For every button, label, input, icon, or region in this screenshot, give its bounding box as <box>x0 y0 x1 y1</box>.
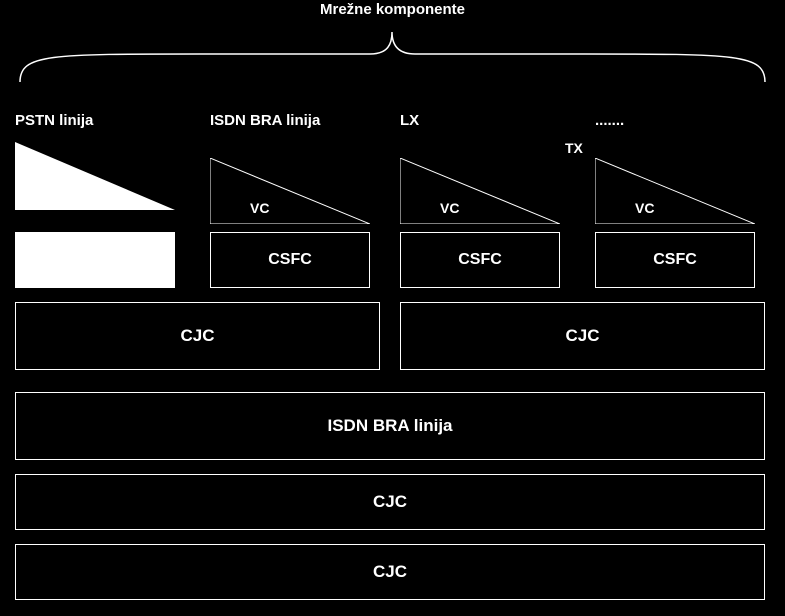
csfc-box-3: CSFC <box>400 232 560 288</box>
pstn-rect <box>15 232 175 288</box>
col1-label: PSTN linija <box>15 112 93 129</box>
cjc-box-1b: CJC <box>400 302 765 370</box>
csfc-label-2: CSFC <box>268 251 312 269</box>
isdn-bra-label: ISDN BRA linija <box>328 416 453 436</box>
cjc-box-1a: CJC <box>15 302 380 370</box>
csfc-box-4: CSFC <box>595 232 755 288</box>
cjc-label-3: CJC <box>373 562 407 582</box>
diagram-title: Mrežne komponente <box>0 1 785 18</box>
vc-label-4: VC <box>635 200 654 216</box>
csfc-label-3: CSFC <box>458 251 502 269</box>
vc-triangle-2: VC <box>210 158 370 224</box>
cjc-label-1a: CJC <box>180 326 214 346</box>
cjc-box-3: CJC <box>15 544 765 600</box>
brace-connector <box>0 24 785 89</box>
cjc-box-2: CJC <box>15 474 765 530</box>
tx-label: TX <box>565 140 583 156</box>
pstn-triangle <box>15 142 175 210</box>
col3-label: LX <box>400 112 419 129</box>
isdn-bra-box: ISDN BRA linija <box>15 392 765 460</box>
cjc-label-2: CJC <box>373 492 407 512</box>
col4-label: ....... <box>595 112 624 129</box>
vc-label-2: VC <box>250 200 269 216</box>
vc-triangle-3: VC <box>400 158 560 224</box>
col2-label: ISDN BRA linija <box>210 112 320 129</box>
vc-triangle-4: VC <box>595 158 755 224</box>
vc-label-3: VC <box>440 200 459 216</box>
cjc-label-1b: CJC <box>565 326 599 346</box>
csfc-label-4: CSFC <box>653 251 697 269</box>
csfc-box-2: CSFC <box>210 232 370 288</box>
